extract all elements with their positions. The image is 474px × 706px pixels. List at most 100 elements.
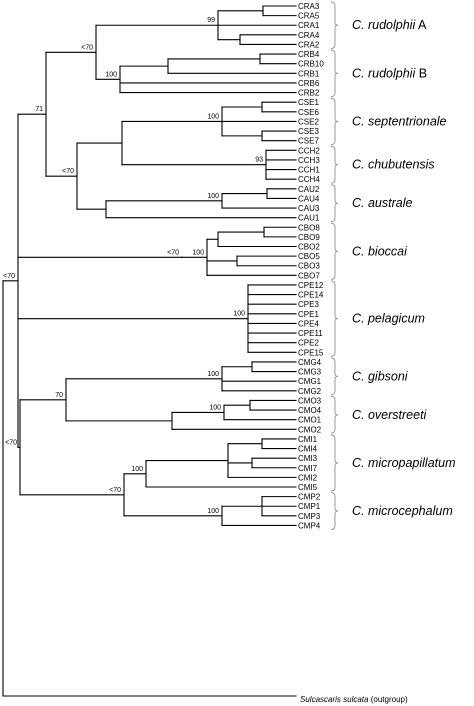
leaf-label: CRB6 bbox=[298, 79, 320, 88]
leaf-label: CRB2 bbox=[298, 89, 320, 98]
support-value: <70 bbox=[167, 249, 179, 256]
support-value: <70 bbox=[5, 439, 17, 446]
support-value: <70 bbox=[3, 273, 15, 280]
leaf-label: CBO3 bbox=[298, 262, 320, 271]
clade-label-pelagicum: C. pelagicum bbox=[352, 312, 425, 326]
leaf-label: CMI4 bbox=[298, 445, 318, 454]
leaf-label: CRA1 bbox=[298, 21, 320, 30]
outgroup-label: Sulcascaris sulcata (outgroup) bbox=[300, 695, 408, 704]
leaf-label: CRB4 bbox=[298, 50, 320, 59]
clade-brace bbox=[330, 492, 339, 530]
leaf-label: CAU1 bbox=[298, 214, 320, 223]
leaf-label: CMI3 bbox=[298, 454, 318, 463]
support-value: 100 bbox=[131, 466, 143, 473]
leaf-label: CCH1 bbox=[298, 166, 320, 175]
clade-brace bbox=[330, 97, 339, 146]
leaf-label: CBO5 bbox=[298, 252, 320, 261]
leaf-label: CCH4 bbox=[298, 175, 320, 184]
leaf-label: CSE1 bbox=[298, 98, 319, 107]
clade-label-gibsoni: C. gibsoni bbox=[352, 369, 409, 383]
clade-brace bbox=[330, 357, 339, 396]
support-value: 100 bbox=[209, 404, 221, 411]
clade-label-septentrionale: C. septentrionale bbox=[352, 114, 447, 128]
leaf-label: CMG1 bbox=[298, 377, 322, 386]
leaf-label: CBO8 bbox=[298, 223, 320, 232]
clade-braces bbox=[330, 1, 339, 530]
clade-brace bbox=[330, 280, 339, 357]
support-values: 99 100 <70 100 93 100 <70 71 100 <70 100 100 100 70 10… bbox=[3, 17, 263, 515]
leaf-label: CBO9 bbox=[298, 233, 320, 242]
support-value: 100 bbox=[207, 193, 219, 200]
support-value: <70 bbox=[62, 168, 74, 175]
leaf-label: CMP2 bbox=[298, 493, 321, 502]
support-value: 100 bbox=[207, 371, 219, 378]
leaf-label: CSE3 bbox=[298, 127, 319, 136]
support-value: 100 bbox=[105, 71, 117, 78]
clade-label-rudolphiiB: C. rudolphii B bbox=[352, 66, 427, 80]
clade-brace bbox=[330, 145, 339, 184]
leaf-label: CPE2 bbox=[298, 339, 319, 348]
leaf-label: CCH2 bbox=[298, 146, 320, 155]
clade-brace bbox=[330, 395, 339, 434]
leaf-label: CSE6 bbox=[298, 108, 319, 117]
leaf-label: CPE14 bbox=[298, 291, 324, 300]
leaf-label: CBO7 bbox=[298, 271, 320, 280]
support-value: 100 bbox=[192, 249, 204, 256]
clade-brace bbox=[330, 1, 339, 49]
leaf-label: CRA3 bbox=[298, 2, 320, 11]
leaf-label: CMO1 bbox=[298, 416, 322, 425]
leaf-label: CPE4 bbox=[298, 319, 319, 328]
clade-label-chubutensis: C. chubutensis bbox=[352, 158, 435, 172]
clade-brace bbox=[330, 49, 339, 98]
clade-label-overstreeti: C. overstreeti bbox=[352, 408, 428, 422]
support-value: 100 bbox=[233, 311, 245, 318]
clade-brace bbox=[330, 222, 339, 280]
clade-labels: C. rudolphii A C. rudolphii B C. septentri… bbox=[352, 18, 456, 518]
leaf-label: CMG2 bbox=[298, 387, 322, 396]
leaf-label: CAU2 bbox=[298, 185, 320, 194]
leaf-label: CMO2 bbox=[298, 425, 322, 434]
support-value: <70 bbox=[109, 487, 121, 494]
support-value: 70 bbox=[55, 392, 63, 399]
leaf-label: CSE7 bbox=[298, 137, 319, 146]
leaf-label: CMI1 bbox=[298, 435, 318, 444]
leaf-label: CAU3 bbox=[298, 204, 320, 213]
leaf-label: CPE12 bbox=[298, 281, 324, 290]
leaf-label: CPE15 bbox=[298, 348, 324, 357]
support-value: 100 bbox=[207, 508, 219, 515]
tree-branches bbox=[2, 5, 297, 697]
leaf-label: CRB10 bbox=[298, 60, 324, 69]
leaf-label: CMG4 bbox=[298, 358, 322, 367]
support-value: <70 bbox=[81, 44, 93, 51]
support-value: 99 bbox=[207, 17, 215, 24]
leaf-label: CRB1 bbox=[298, 69, 320, 78]
clade-label-micropapillatum: C. micropapillatum bbox=[352, 456, 456, 470]
support-value: 100 bbox=[207, 113, 219, 120]
leaf-label: CMO4 bbox=[298, 406, 322, 415]
support-value: 93 bbox=[255, 157, 263, 164]
leaf-label: CRA2 bbox=[298, 40, 320, 49]
leaf-label: CRA5 bbox=[298, 12, 320, 21]
leaf-label: CMP4 bbox=[298, 521, 321, 530]
leaf-label: CMI2 bbox=[298, 473, 318, 482]
clade-label-bioccai: C. bioccai bbox=[352, 244, 408, 258]
leaf-label: CSE2 bbox=[298, 117, 319, 126]
clade-brace bbox=[330, 184, 339, 223]
leaf-label: CPE3 bbox=[298, 300, 319, 309]
leaf-label: CMO3 bbox=[298, 396, 322, 405]
leaf-label: CRA4 bbox=[298, 31, 320, 40]
leaf-label: CPE11 bbox=[298, 329, 323, 338]
leaf-label: CBO2 bbox=[298, 243, 320, 252]
leaf-label: CMP3 bbox=[298, 512, 321, 521]
clade-label-microcephalum: C. microcephalum bbox=[352, 504, 453, 518]
leaf-label: CCH3 bbox=[298, 156, 320, 165]
leaf-label: CMI7 bbox=[298, 464, 318, 473]
leaf-label: CPE1 bbox=[298, 310, 319, 319]
leaf-label: CAU4 bbox=[298, 194, 320, 203]
leaf-label: CMP1 bbox=[298, 502, 321, 511]
leaf-label: CMG3 bbox=[298, 368, 322, 377]
clade-label-rudolphiiA: C. rudolphii A bbox=[352, 18, 427, 32]
support-value: 71 bbox=[35, 106, 43, 113]
leaf-labels: CRA3CRA5CRA1CRA4CRA2CRB4CRB10CRB1CRB6CRB… bbox=[298, 2, 324, 530]
